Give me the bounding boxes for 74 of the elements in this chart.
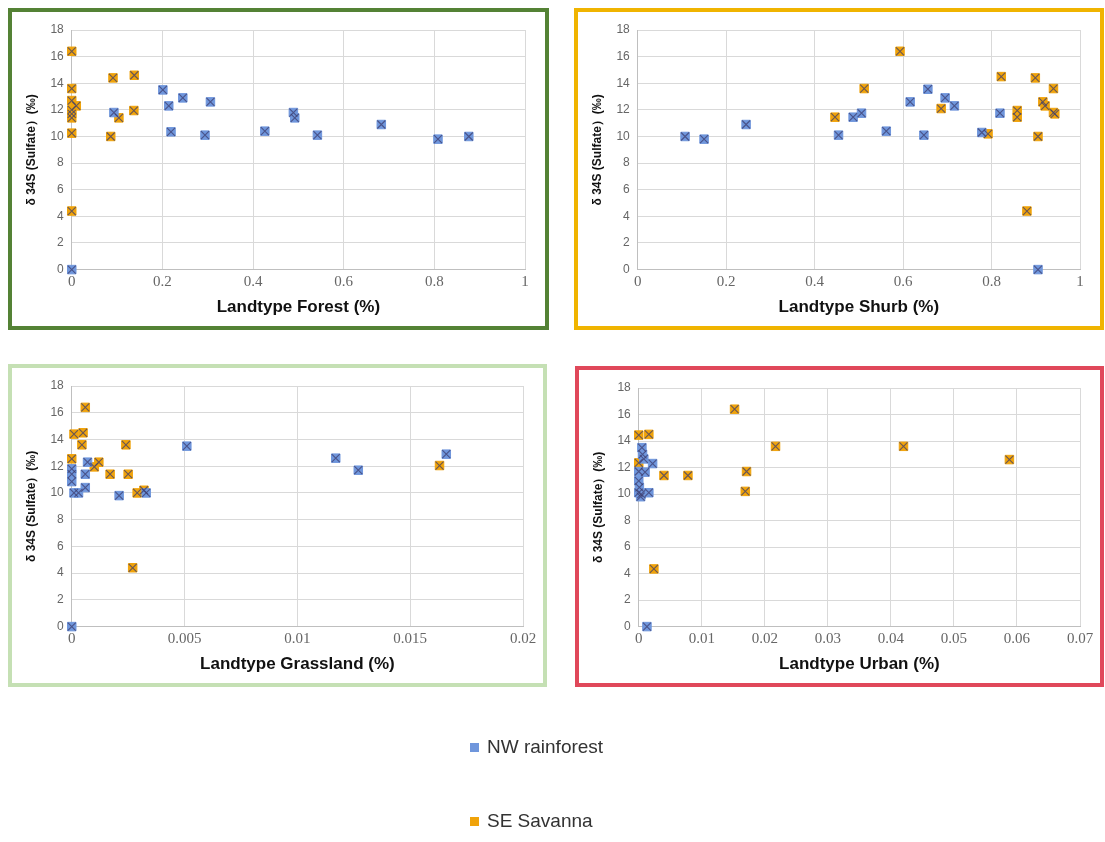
x-tick-label: 0.2 [153,272,172,289]
x-tick-label: 0.06 [1003,629,1031,646]
y-tick-label: 6 [57,182,65,197]
y-tick-label: 0 [624,618,632,633]
x-axis-title: Landtype Urban (%) [779,654,940,674]
y-tick-label: 8 [623,155,631,170]
y-tick-label: 0 [57,261,65,276]
x-axis-title: Landtype Forest (%) [216,297,381,317]
x-tick-label: 0.2 [716,272,736,289]
y-tick-label: 16 [50,48,65,63]
y-tick-label: 16 [50,405,65,420]
y-tick-label: 10 [617,486,632,501]
legend-label: SE Savanna [487,810,593,832]
y-tick-label: 12 [616,102,631,117]
y-tick-label: 18 [50,22,65,37]
y-tick-label: 0 [623,261,631,276]
y-tick-label: 14 [50,75,65,90]
x-tick-label: 0.02 [509,629,537,646]
x-tick-label: 0.01 [284,629,311,646]
y-tick-label: 14 [617,433,632,448]
y-tick-label: 8 [57,511,65,526]
x-tick-label: 0 [68,629,76,646]
y-tick-label: 6 [624,539,632,554]
y-tick-label: 10 [616,128,631,143]
x-tick-label: 0.005 [167,629,202,646]
y-tick-label: 16 [617,406,632,421]
y-tick-label: 18 [617,380,632,395]
x-axis-title: Landtype Grassland (%) [200,654,395,674]
y-axis-title: δ 34S (Sulfate）(‰) [23,450,38,562]
y-tick-label: 2 [57,235,65,250]
x-tick-label: 0.4 [805,272,825,289]
y-tick-label: 2 [57,592,65,607]
x-tick-label: 0.4 [243,272,263,289]
x-tick-label: 1 [1076,272,1084,289]
x-tick-label: 0.8 [424,272,444,289]
y-tick-label: 18 [50,378,65,393]
y-tick-label: 14 [616,75,631,90]
x-tick-label: 0.05 [940,629,968,646]
y-tick-label: 0 [57,618,65,633]
x-tick-label: 0.04 [877,629,905,646]
y-tick-label: 18 [616,22,631,37]
y-tick-label: 8 [57,155,65,170]
y-tick-label: 12 [50,458,65,473]
y-tick-label: 4 [623,208,631,223]
y-tick-label: 2 [623,235,631,250]
y-tick-label: 4 [57,565,65,580]
y-tick-label: 12 [50,102,65,117]
y-tick-label: 14 [50,431,65,446]
x-tick-label: 0.07 [1066,629,1094,646]
x-tick-label: 0.01 [688,629,715,646]
y-axis-title: δ 34S (Sulfate）(‰) [589,94,604,206]
x-tick-label: 0.03 [814,629,841,646]
y-tick-label: 2 [624,592,632,607]
y-tick-label: 10 [50,485,65,500]
x-tick-label: 0.6 [334,272,354,289]
y-tick-label: 4 [57,208,65,223]
x-tick-label: 0.015 [393,629,428,646]
y-tick-label: 8 [624,512,632,527]
y-tick-label: 16 [616,48,631,63]
legend-label: NW rainforest [487,736,604,758]
x-tick-label: 0 [68,272,76,289]
y-tick-label: 6 [57,538,65,553]
y-tick-label: 12 [617,459,632,474]
y-tick-label: 4 [624,565,632,580]
y-axis-title: δ 34S (Sulfate）(‰) [590,451,605,563]
x-tick-label: 0.8 [982,272,1001,289]
x-axis-title: Landtype Shurb (%) [778,297,940,317]
x-tick-label: 0 [635,629,643,646]
y-axis-title: δ 34S (Sulfate）(‰) [23,94,38,206]
x-tick-label: 0.6 [893,272,913,289]
x-tick-label: 1 [521,272,529,289]
x-tick-label: 0.02 [751,629,778,646]
y-tick-label: 10 [50,128,65,143]
y-tick-label: 6 [623,182,631,197]
